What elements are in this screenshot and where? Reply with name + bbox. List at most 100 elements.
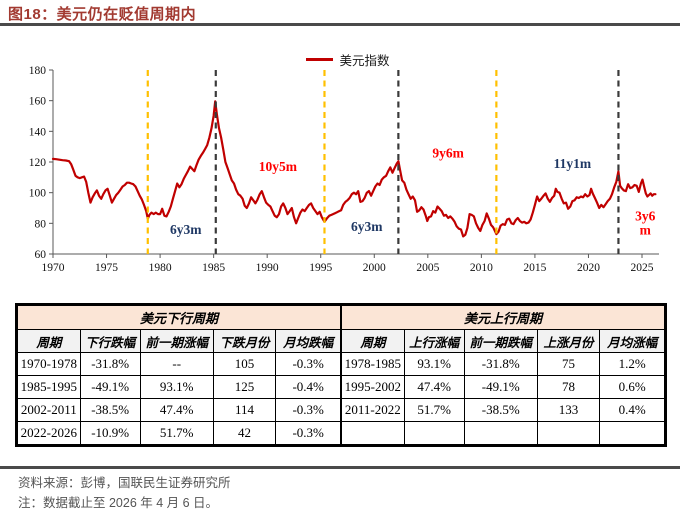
table-cell: 51.7% <box>139 421 214 445</box>
column-header: 前一期涨幅 <box>139 329 214 353</box>
legend-line-marker <box>306 58 334 61</box>
table-cell: -38.5% <box>79 398 141 422</box>
table-row: 1970-1978 -31.8% -- 105 -0.3% <box>17 352 341 376</box>
y-tick-label: 180 <box>29 65 47 77</box>
table-cell: 1985-1995 <box>17 375 81 399</box>
cycle-duration-label: 11y1m <box>554 156 592 171</box>
table-cell: 51.7% <box>403 398 465 422</box>
table-title-row: 美元下行周期 <box>17 305 341 330</box>
x-tick-label: 2005 <box>416 262 439 274</box>
x-tick-label: 2025 <box>631 262 654 274</box>
x-tick-label: 1995 <box>309 262 332 274</box>
figure-header: 图18：美元仍在贬值周期内 <box>0 0 680 26</box>
x-tick-label: 1980 <box>149 262 172 274</box>
table-cell <box>599 421 665 445</box>
cycle-tables: 美元下行周期 周期 下行跌幅 前一期涨幅 下跌月份 月均跌幅 1970-1978 -31.8%… <box>15 303 667 447</box>
x-tick-label: 2020 <box>577 262 600 274</box>
figure-title: 图18：美元仍在贬值周期内 <box>8 6 197 23</box>
x-tick-label: 2015 <box>523 262 546 274</box>
table-cell: 2011-2022 <box>341 398 405 422</box>
x-tick-label: 1970 <box>42 262 65 274</box>
table-cell: -49.1% <box>79 375 141 399</box>
source-note: 资料来源：彭博，国联民生证券研究所 <box>18 476 231 490</box>
table-cell: 75 <box>536 352 601 376</box>
table-header-row: 周期 下行跌幅 前一期涨幅 下跌月份 月均跌幅 <box>17 329 341 353</box>
table-cell: 0.4% <box>599 398 665 422</box>
table-cell: 47.4% <box>403 375 465 399</box>
table-cell: -0.3% <box>275 398 341 422</box>
table-cell: 105 <box>212 352 277 376</box>
table-cell: 47.4% <box>139 398 214 422</box>
figure-footer: 资料来源：彭博，国联民生证券研究所 注：数据截止至 2026 年 4 月 6 日… <box>0 466 680 513</box>
table-cell: 1.2% <box>599 352 665 376</box>
y-tick-label: 80 <box>35 218 47 230</box>
table-cell: 42 <box>212 421 277 445</box>
table-cell: 133 <box>536 398 601 422</box>
table-cell: -49.1% <box>463 375 538 399</box>
column-header: 下跌月份 <box>212 329 277 353</box>
table-cell: -38.5% <box>463 398 538 422</box>
table-title: 美元下行周期 <box>17 305 341 330</box>
table-cell: 1978-1985 <box>341 352 405 376</box>
table-row <box>341 421 665 445</box>
table-cell: -31.8% <box>463 352 538 376</box>
x-tick-label: 1990 <box>256 262 279 274</box>
table-cell: 2022-2026 <box>17 421 81 445</box>
table-cell: 1995-2002 <box>341 375 405 399</box>
x-tick-label: 1975 <box>95 262 118 274</box>
table-cell: -0.4% <box>275 375 341 399</box>
table-cell: -10.9% <box>79 421 141 445</box>
table-cell: 1970-1978 <box>17 352 81 376</box>
usd-index-line <box>51 100 657 238</box>
table-row: 2022-2026 -10.9% 51.7% 42 -0.3% <box>17 421 341 445</box>
table-cell: 93.1% <box>403 352 465 376</box>
y-tick-label: 120 <box>29 157 47 169</box>
table-cell: -31.8% <box>79 352 141 376</box>
usd-index-chart: 60 80 100 120 140 160 180 1970 1975 1980 1985 1990 1… <box>29 65 659 274</box>
data-cutoff-note: 注：数据截止至 2026 年 4 月 6 日。 <box>18 496 219 510</box>
y-tick-label: 60 <box>35 249 47 261</box>
table-title: 美元上行周期 <box>341 305 665 330</box>
table-cell <box>403 421 465 445</box>
table-cell: -- <box>139 352 214 376</box>
cycle-duration-label: 6y3m <box>170 222 202 237</box>
x-tick-label: 1985 <box>202 262 225 274</box>
column-header: 周期 <box>341 329 405 353</box>
column-header: 月均跌幅 <box>275 329 341 353</box>
legend-label: 美元指数 <box>339 54 390 68</box>
table-cell: -0.3% <box>275 352 341 376</box>
y-tick-label: 160 <box>29 96 47 108</box>
table-cell <box>463 421 538 445</box>
table-header-row: 周期 上行涨幅 前一期跌幅 上涨月份 月均涨幅 <box>341 329 665 353</box>
table-cell: -0.3% <box>275 421 341 445</box>
cycle-duration-label: 6y3m <box>351 219 383 234</box>
table-cell: 78 <box>536 375 601 399</box>
table-cell: 114 <box>212 398 277 422</box>
table-row: 2002-2011 -38.5% 47.4% 114 -0.3% <box>17 398 341 422</box>
table-cell: 93.1% <box>139 375 214 399</box>
y-tick-label: 140 <box>29 126 47 138</box>
column-header: 上涨月份 <box>536 329 601 353</box>
table-cell: 0.6% <box>599 375 665 399</box>
column-header: 上行涨幅 <box>403 329 465 353</box>
table-cell <box>341 421 405 445</box>
y-tick-label: 100 <box>29 188 47 200</box>
table-row: 1985-1995 -49.1% 93.1% 125 -0.4% <box>17 375 341 399</box>
column-header: 月均涨幅 <box>599 329 665 353</box>
cycle-duration-label: 10y5m <box>259 159 298 174</box>
column-header: 下行跌幅 <box>79 329 141 353</box>
table-cell: 125 <box>212 375 277 399</box>
chart-legend: 美元指数 <box>8 50 680 69</box>
column-header: 前一期跌幅 <box>463 329 538 353</box>
column-header: 周期 <box>17 329 81 353</box>
table-row: 2011-2022 51.7% -38.5% 133 0.4% <box>341 398 665 422</box>
table-cell: 2002-2011 <box>17 398 81 422</box>
dollar-up-cycle-table: 美元上行周期 周期 上行涨幅 前一期跌幅 上涨月份 月均涨幅 1978-1985 93.1% -… <box>341 305 665 445</box>
dollar-down-cycle-table: 美元下行周期 周期 下行跌幅 前一期涨幅 下跌月份 月均跌幅 1970-1978 -31.8%… <box>17 305 341 445</box>
table-title-row: 美元上行周期 <box>341 305 665 330</box>
table-cell <box>536 421 601 445</box>
table-row: 1978-1985 93.1% -31.8% 75 1.2% <box>341 352 665 376</box>
cycle-duration-label: 9y6m <box>432 145 464 160</box>
table-row: 1995-2002 47.4% -49.1% 78 0.6% <box>341 375 665 399</box>
